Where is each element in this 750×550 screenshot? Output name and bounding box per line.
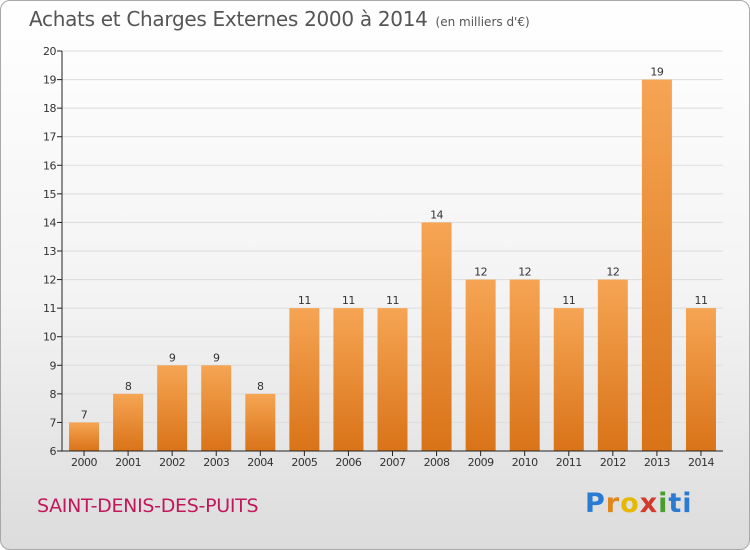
bar [641,79,672,452]
data-label: 9 [169,351,176,364]
logo-letter: x [639,488,659,519]
data-label: 12 [518,266,531,279]
bar [157,365,188,451]
data-label: 12 [474,266,487,279]
data-label: 9 [213,351,220,364]
logo-letter: i [658,488,669,519]
x-tick-label: 2005 [291,456,317,469]
data-label: 11 [342,294,355,307]
x-tick-label: 2014 [688,456,714,469]
y-tick-label: 18 [43,102,56,115]
y-tick-label: 12 [43,274,56,287]
y-tick-label: 15 [43,188,56,201]
chart-title: Achats et Charges Externes 2000 à 2014 [29,7,428,31]
y-tick-label: 19 [43,74,56,87]
chart-title-block: Achats et Charges Externes 2000 à 2014 (e… [29,7,530,31]
y-tick-label: 10 [43,331,56,344]
bar [377,308,408,451]
bar [289,308,320,451]
y-tick-label: 9 [50,359,57,372]
x-tick-label: 2013 [644,456,670,469]
y-tick-label: 8 [50,388,57,401]
x-tick-label: 2000 [71,456,97,469]
x-tick-label: 2002 [159,456,185,469]
x-tick-label: 2011 [556,456,582,469]
y-tick-label: 17 [43,131,56,144]
logo-letter: ti [668,488,693,519]
city-name: SAINT-DENIS-DES-PUITS [37,495,259,517]
y-tick-label: 6 [50,445,57,458]
x-tick-label: 2003 [203,456,229,469]
bar [421,222,452,451]
bar [201,365,232,451]
x-tick-label: 2010 [512,456,538,469]
proxiti-logo: Proxiti [585,488,693,519]
data-label: 19 [650,66,663,79]
bar [69,422,100,451]
bar [113,393,144,451]
x-tick-label: 2004 [247,456,273,469]
data-label: 11 [386,294,399,307]
bar [465,279,496,451]
data-label: 14 [430,208,443,221]
data-label: 8 [125,380,132,393]
x-tick-label: 2006 [335,456,361,469]
data-label: 11 [562,294,575,307]
data-label: 7 [81,408,88,421]
x-tick-label: 2008 [424,456,450,469]
y-tick-label: 14 [43,216,56,229]
bar [553,308,584,451]
logo-letter: o [620,488,640,519]
x-tick-label: 2007 [380,456,406,469]
data-label: 12 [606,266,619,279]
chart-unit: (en milliers d'€) [435,15,530,29]
bar [245,393,276,451]
data-label: 11 [694,294,707,307]
logo-letter: r [605,488,621,519]
y-tick-label: 11 [43,302,56,315]
y-tick-label: 16 [43,159,56,172]
x-tick-label: 2001 [115,456,141,469]
bar [333,308,364,451]
x-tick-label: 2009 [468,456,494,469]
bar [685,308,716,451]
bar [597,279,628,451]
y-tick-label: 13 [43,245,56,258]
data-label: 8 [257,380,264,393]
bar [509,279,540,451]
y-tick-label: 7 [50,416,57,429]
logo-letter: P [585,488,606,519]
x-tick-label: 2012 [600,456,626,469]
data-label: 11 [298,294,311,307]
y-tick-label: 20 [43,45,56,58]
